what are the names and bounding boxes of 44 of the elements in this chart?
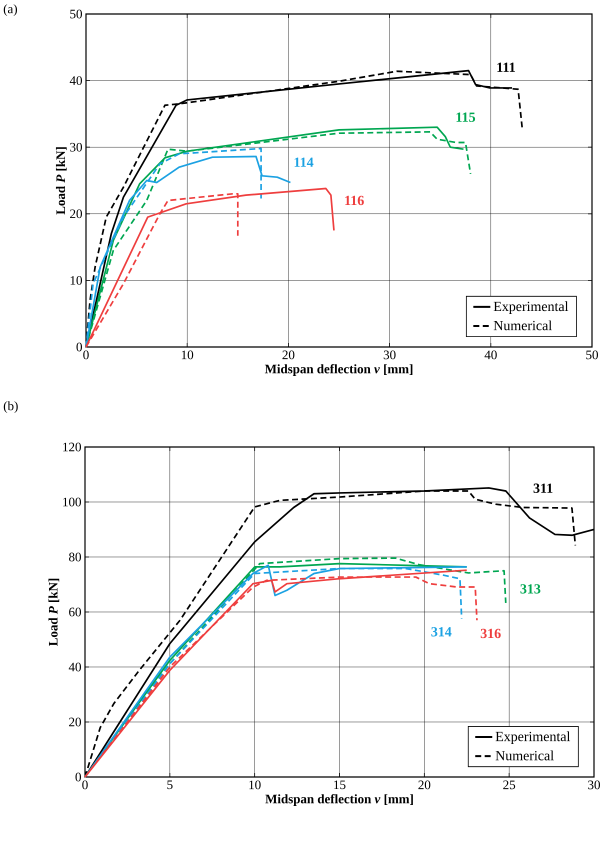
y-tick-label: 10 xyxy=(70,276,82,285)
y-tick-label: 30 xyxy=(70,142,82,152)
y-axis-title: Load P [kN] xyxy=(56,147,67,214)
annotation: 115 xyxy=(456,112,476,122)
annotation: 316 xyxy=(480,628,501,638)
x-tick-label: 40 xyxy=(484,350,497,360)
y-tick-label: 20 xyxy=(70,209,82,218)
text: (a) xyxy=(4,4,18,16)
y-tick-label: 0 xyxy=(76,342,82,352)
annotation: 314 xyxy=(431,627,452,636)
y-tick-label: 40 xyxy=(68,662,81,672)
annotation: 116 xyxy=(345,196,364,206)
y-tick-label: 0 xyxy=(76,772,81,782)
x-tick-label: 30 xyxy=(588,780,600,790)
x-tick-label: 20 xyxy=(282,350,294,360)
y-tick-label: 80 xyxy=(69,552,81,562)
x-axis-title: Midspan deflection v [mm] xyxy=(265,794,413,806)
annotation: 111 xyxy=(497,62,515,72)
x-tick-label: 0 xyxy=(82,780,88,790)
annotation: 114 xyxy=(294,158,314,167)
x-tick-label: 10 xyxy=(249,780,261,790)
y-tick-label: 100 xyxy=(63,498,81,506)
y-tick-label: 50 xyxy=(70,10,82,18)
x-tick-label: 30 xyxy=(384,350,396,360)
legend-label: Numerical xyxy=(496,750,554,760)
y-axis-title: Load P [kN] xyxy=(48,578,60,646)
y-tick-label: 20 xyxy=(69,718,81,726)
annotation: 313 xyxy=(520,584,540,594)
legend-label: Numerical xyxy=(494,320,552,330)
y-tick-label: 40 xyxy=(70,76,82,85)
y-tick-label: 60 xyxy=(69,608,81,616)
x-tick-label: 0 xyxy=(83,350,89,360)
x-tick-label: 5 xyxy=(167,780,173,790)
x-axis-title: Midspan deflection v [mm] xyxy=(264,364,412,376)
x-tick-label: 20 xyxy=(418,780,430,790)
x-tick-label: 15 xyxy=(334,780,346,790)
text: (b) xyxy=(4,401,18,413)
legend-label: Experimental xyxy=(494,301,568,314)
x-tick-label: 10 xyxy=(182,350,194,360)
x-tick-label: 50 xyxy=(586,350,598,360)
legend-label: Experimental xyxy=(496,731,570,744)
annotation: 311 xyxy=(534,484,552,493)
x-tick-label: 25 xyxy=(503,780,516,790)
y-tick-label: 120 xyxy=(63,442,81,452)
